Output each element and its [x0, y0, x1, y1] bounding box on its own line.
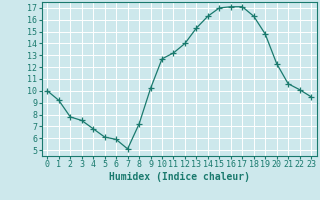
- X-axis label: Humidex (Indice chaleur): Humidex (Indice chaleur): [109, 172, 250, 182]
